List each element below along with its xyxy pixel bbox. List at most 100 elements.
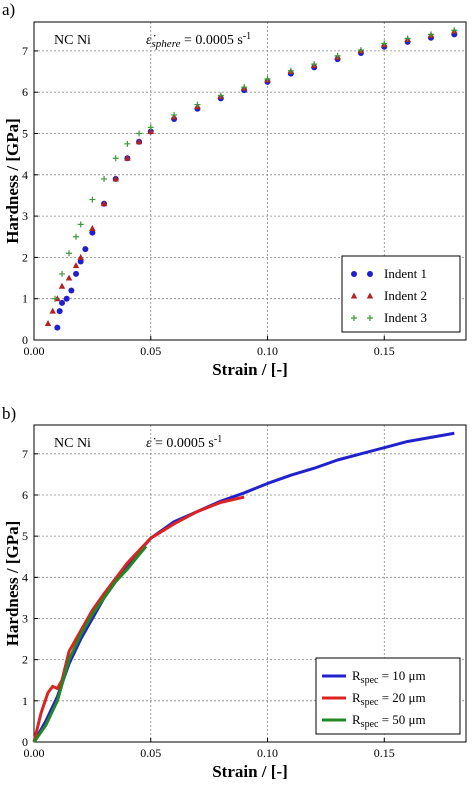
chart-a-series-2-point-22: [427, 31, 434, 38]
chart-a-series-1-point-0: [44, 319, 52, 326]
chart-a-series-2-point-23: [451, 27, 458, 34]
chart-b-ytick-label-2: 2: [22, 653, 28, 667]
chart-a-ytick-label-2: 2: [22, 250, 28, 264]
chart-b-ytick-label-4: 4: [22, 570, 28, 584]
chart-a-xtick-label-0: 0.00: [24, 344, 45, 358]
chart-a-series-2-point-6: [101, 175, 108, 182]
chart-b-xtick-label-3: 0.15: [374, 746, 395, 760]
chart-a-series-0-point-6: [77, 258, 84, 265]
chart-a-series-1-point-1: [49, 307, 56, 314]
chart-a-legend-item-2-label: Indent 3: [384, 310, 427, 325]
chart-a-series-1-point-4: [65, 274, 73, 281]
chart-a-x-axis-label: Strain / [-]: [212, 360, 288, 379]
chart-a-legend-item-1-label: Indent 2: [384, 288, 427, 303]
chart-b-plot-frame: [33, 424, 467, 743]
chart-b-sample-annotation: NC Ni: [54, 436, 91, 451]
chart-b-ytick-label-3: 3: [22, 611, 28, 625]
chart-a-series-0-point-7: [82, 246, 89, 253]
chart-a-series-1-point-5: [72, 262, 80, 269]
chart-b-ytick-label-1: 1: [22, 694, 28, 708]
chart-a-sample-annotation: NC Ni: [54, 33, 91, 48]
chart-a-series-0-point-0: [54, 324, 61, 331]
chart-a-series-1-point-10: [124, 154, 131, 161]
chart-b-series-2-line: [32, 545, 148, 743]
chart-a-series-2-point-7: [112, 155, 119, 162]
chart-b-ytick-label-7: 7: [22, 447, 28, 461]
chart-b-y-axis-label: Hardness / [GPa]: [3, 521, 22, 647]
chart-a-legend: [341, 255, 461, 333]
chart-b-xtick-label-2: 0.10: [257, 746, 278, 760]
chart-a-series-0-point-4: [68, 287, 75, 294]
chart-a-series-1-point-7: [89, 224, 96, 231]
chart-a-series-2-point-21: [404, 35, 411, 42]
chart-a-rate-annotation: ε̇sphere = 0.0005 s-1: [146, 31, 251, 50]
chart-a-plot-frame: [33, 21, 467, 341]
chart-b-ytick-label-0: 0: [22, 735, 28, 749]
chart-a-series-1-point-11: [135, 138, 143, 145]
chart-a-series-2-point-5: [89, 196, 96, 203]
chart-a-xtick-label-3: 0.15: [374, 344, 395, 358]
chart-a-legend-item-1-marker-1: [366, 292, 374, 299]
chart-a-series-2-point-15: [264, 75, 271, 82]
chart-a-legend-item-0-label: Indent 1: [384, 266, 427, 281]
chart-a-series-2-point-10: [147, 124, 154, 131]
chart-b-legend-item-0-label: Rspec = 10 μm: [352, 668, 426, 686]
chart-a-series-0-point-3: [63, 295, 70, 302]
chart-a-ytick-label-7: 7: [22, 44, 28, 58]
chart-a-series-2-point-14: [241, 84, 248, 91]
chart-a-ytick-label-5: 5: [22, 127, 28, 141]
chart-a-legend-item-0-marker-1: [367, 271, 373, 277]
chart-b-ytick-label-6: 6: [22, 488, 28, 502]
chart-a-series-2-point-2: [66, 250, 73, 257]
chart-a-series-1-point-6: [77, 253, 84, 260]
chart-a-series-2-point-4: [77, 221, 84, 228]
chart-a-y-axis-label: Hardness / [GPa]: [3, 118, 22, 244]
chart-a-series-2-point-8: [124, 140, 131, 147]
chart-a-series-2-point-18: [334, 52, 341, 59]
chart-a-legend-item-1-marker-0: [350, 292, 358, 299]
chart-a-series-2-point-13: [217, 92, 224, 99]
chart-a-series-2-point-19: [357, 47, 364, 54]
chart-a-series-0-point-8: [89, 229, 96, 236]
chart-b-legend-item-1-label: Rspec = 20 μm: [352, 690, 426, 708]
chart-a-ytick-label-4: 4: [22, 168, 28, 182]
chart-b-ytick-label-5: 5: [22, 529, 28, 543]
chart-a-series-0-point-1: [56, 308, 63, 315]
chart-a-legend-item-2-marker-1: [367, 315, 373, 321]
chart-a-legend-item-0-marker-0: [351, 271, 357, 277]
chart-b-series-2: [32, 545, 148, 743]
chart-b-legend-item-2-label: Rspec = 50 μm: [352, 712, 426, 730]
chart-a-series-2-point-9: [136, 130, 143, 137]
panel-a-label: a): [2, 0, 16, 19]
hardness-strain-chart-a: 0.00 0.05 0.10 0.15 0 1 2 3 4 5 6 7 Strain / [-] Hard…: [3, 21, 467, 379]
chart-a-series-2-point-16: [287, 67, 294, 74]
chart-a-series-2-point-17: [311, 61, 318, 68]
chart-a-series-2-point-1: [59, 270, 66, 277]
chart-a-series-1-point-9: [112, 175, 119, 182]
chart-a-xtick-label-2: 0.10: [257, 344, 278, 358]
chart-a-series-2: [52, 27, 458, 302]
chart-a-ytick-label-1: 1: [22, 292, 28, 306]
chart-b-xtick-label-0: 0.00: [24, 746, 45, 760]
hardness-strain-chart-b: 0.00 0.05 0.10 0.15 0 1 2 3 4 5 6 7 Strain / [-] Hard…: [3, 424, 467, 781]
chart-a-series-1-point-12: [147, 127, 154, 134]
chart-b-series-1-line: [32, 495, 245, 743]
chart-a-series-2-point-0: [52, 295, 59, 302]
chart-b-x-axis-label: Strain / [-]: [212, 762, 288, 781]
chart-a-ytick-label-3: 3: [22, 209, 28, 223]
chart-a-legend-item-2-marker-0: [351, 315, 357, 321]
chart-b-rate-annotation: ε̇ = 0.0005 s-1: [146, 434, 222, 451]
chart-a-series-2-point-20: [381, 40, 388, 47]
chart-a-series-1-point-3: [58, 282, 66, 289]
chart-b-xtick-label-1: 0.05: [140, 746, 161, 760]
chart-a-series-2-point-3: [73, 233, 80, 240]
chart-a-series-2-point-12: [194, 101, 201, 108]
chart-b-series-1: [32, 495, 245, 743]
chart-a-series-2-point-11: [171, 111, 178, 118]
chart-a-ytick-label-6: 6: [22, 85, 28, 99]
chart-a-series-0-point-2: [59, 299, 66, 306]
chart-a-ytick-label-0: 0: [22, 333, 28, 347]
panel-b-label: b): [2, 404, 17, 423]
chart-a-series-0-point-5: [73, 270, 80, 277]
chart-a-xtick-label-1: 0.05: [140, 344, 161, 358]
